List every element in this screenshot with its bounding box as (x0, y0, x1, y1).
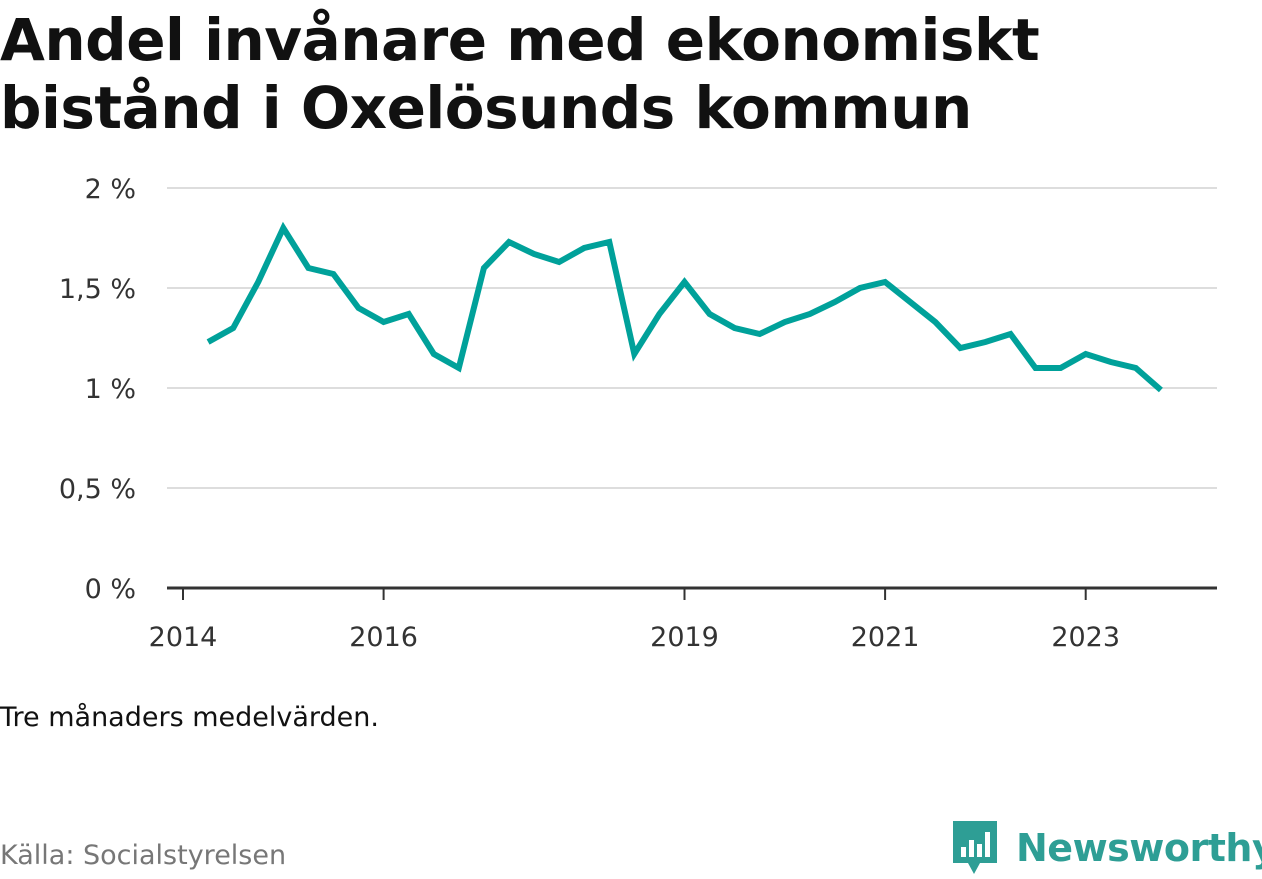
y-tick-label: 0,5 % (59, 474, 136, 505)
x-tick-label: 2023 (1051, 622, 1120, 653)
chart-note: Tre månaders medelvärden. (0, 702, 379, 733)
x-axis: 2014 2016 2019 2021 2023 (149, 586, 1217, 653)
y-tick-label: 1,5 % (59, 274, 136, 305)
y-tick-label: 2 % (85, 174, 136, 205)
x-tick-label: 2019 (650, 622, 719, 653)
series-group (206, 221, 1163, 393)
source-label: Källa: Socialstyrelsen (0, 840, 287, 871)
line-chart: 0 % 0,5 % 1 % 1,5 % 2 % 2014 2016 2019 2021 2023 (59, 174, 1217, 653)
series-line (206, 221, 1163, 393)
chart-title: Andel invånare med ekonomiskt bistånd i … (0, 6, 1040, 142)
y-tick-label: 0 % (85, 574, 136, 605)
y-tick-label: 1 % (85, 374, 136, 405)
newsworthy-chart-icon (953, 821, 997, 874)
y-axis-labels: 0 % 0,5 % 1 % 1,5 % 2 % (59, 174, 136, 605)
brand-name: Newsworthy (1016, 826, 1262, 870)
x-tick-label: 2014 (149, 622, 218, 653)
x-tick-label: 2021 (851, 622, 920, 653)
x-tick-label: 2016 (349, 622, 418, 653)
grid-lines (167, 187, 1217, 489)
newsworthy-logo[interactable]: Newsworthy (950, 818, 1262, 878)
